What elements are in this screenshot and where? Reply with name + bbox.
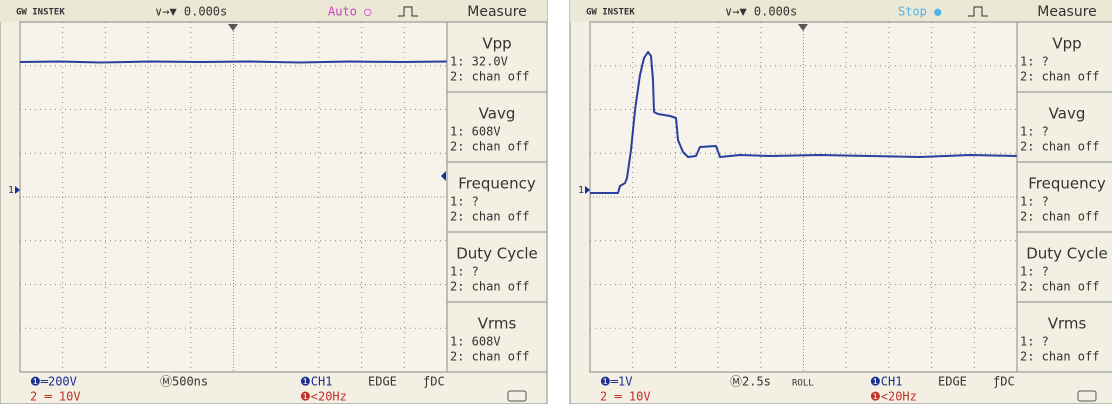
measure-name: Duty Cycle bbox=[1026, 245, 1108, 263]
measure-ch1: 1: ? bbox=[1020, 195, 1049, 209]
coupling: ƒDC bbox=[423, 375, 445, 389]
brand: GW INSTEK bbox=[16, 8, 65, 18]
measure-name: Vrms bbox=[1048, 315, 1087, 333]
measure-name: Vpp bbox=[482, 35, 511, 53]
ch1-scale: ❶═200V bbox=[30, 375, 77, 389]
measure-ch2: 2: chan off bbox=[1020, 350, 1099, 364]
measure-name: Frequency bbox=[1028, 175, 1106, 193]
channel-marker: 1 bbox=[8, 185, 14, 196]
trigger-position: ∨→▼ 0.000s bbox=[155, 5, 227, 19]
waveform bbox=[20, 62, 447, 63]
trigger-source: ❶CH1 bbox=[870, 375, 902, 389]
measure-ch2: 2: chan off bbox=[1020, 210, 1099, 224]
measure-ch2: 2: chan off bbox=[1020, 280, 1099, 294]
measure-ch1: 1: 32.0V bbox=[450, 55, 508, 69]
trigger-filter: ❶<20Hz bbox=[300, 390, 347, 404]
measure-ch1: 1: ? bbox=[1020, 265, 1049, 279]
brand: GW INSTEK bbox=[586, 8, 635, 18]
timebase: Ⓜ500ns bbox=[160, 375, 208, 389]
timebase: Ⓜ2.5s bbox=[730, 375, 771, 389]
trigger-type: EDGE bbox=[938, 375, 967, 389]
measure-ch1: 1: ? bbox=[1020, 335, 1049, 349]
header-bar bbox=[570, 0, 1112, 22]
measure-ch1: 1: ? bbox=[1020, 125, 1049, 139]
measure-ch1: 1: 608V bbox=[450, 335, 501, 349]
measure-ch1: 1: 608V bbox=[450, 125, 501, 139]
measure-ch2: 2: chan off bbox=[1020, 70, 1099, 84]
oscilloscope-screens: GW INSTEK ∨→▼ 0.000s Auto ○ Measure 1 Vpp 1: 3… bbox=[0, 0, 1112, 404]
trigger-source: ❶CH1 bbox=[300, 375, 332, 389]
trigger-filter: ❶<20Hz bbox=[870, 390, 917, 404]
measure-ch1: 1: ? bbox=[450, 195, 479, 209]
measure-name: Vavg bbox=[1049, 105, 1086, 123]
measure-name: Vrms bbox=[478, 315, 517, 333]
header-bar bbox=[0, 0, 547, 22]
ch1-scale: ❶═1V bbox=[600, 375, 632, 389]
measure-ch1: 1: ? bbox=[450, 265, 479, 279]
channel-marker: 1 bbox=[578, 185, 584, 196]
coupling: ƒDC bbox=[993, 375, 1015, 389]
measure-ch1: 1: ? bbox=[1020, 55, 1049, 69]
acquire-mode: ROLL bbox=[792, 379, 814, 389]
scope-screen: GW INSTEK ∨→▼ 0.000s Auto ○ Measure 1 Vpp 1: 3… bbox=[0, 0, 547, 404]
trigger-position: ∨→▼ 0.000s bbox=[725, 5, 797, 19]
trigger-type: EDGE bbox=[368, 375, 397, 389]
measure-name: Vpp bbox=[1052, 35, 1081, 53]
measure-title: Measure bbox=[1037, 4, 1097, 20]
measure-name: Vavg bbox=[479, 105, 516, 123]
measure-title: Measure bbox=[467, 4, 527, 20]
ch2-scale: 2 ═ 10V bbox=[30, 390, 81, 404]
measure-ch2: 2: chan off bbox=[450, 70, 529, 84]
measure-ch2: 2: chan off bbox=[450, 210, 529, 224]
measure-ch2: 2: chan off bbox=[450, 280, 529, 294]
measure-name: Frequency bbox=[458, 175, 536, 193]
measure-name: Duty Cycle bbox=[456, 245, 538, 263]
measure-ch2: 2: chan off bbox=[1020, 140, 1099, 154]
measure-ch2: 2: chan off bbox=[450, 140, 529, 154]
acquisition-status: Auto ○ bbox=[328, 5, 371, 19]
measure-ch2: 2: chan off bbox=[450, 350, 529, 364]
ch2-scale: 2 ═ 10V bbox=[600, 390, 651, 404]
acquisition-status: Stop ● bbox=[898, 5, 942, 19]
